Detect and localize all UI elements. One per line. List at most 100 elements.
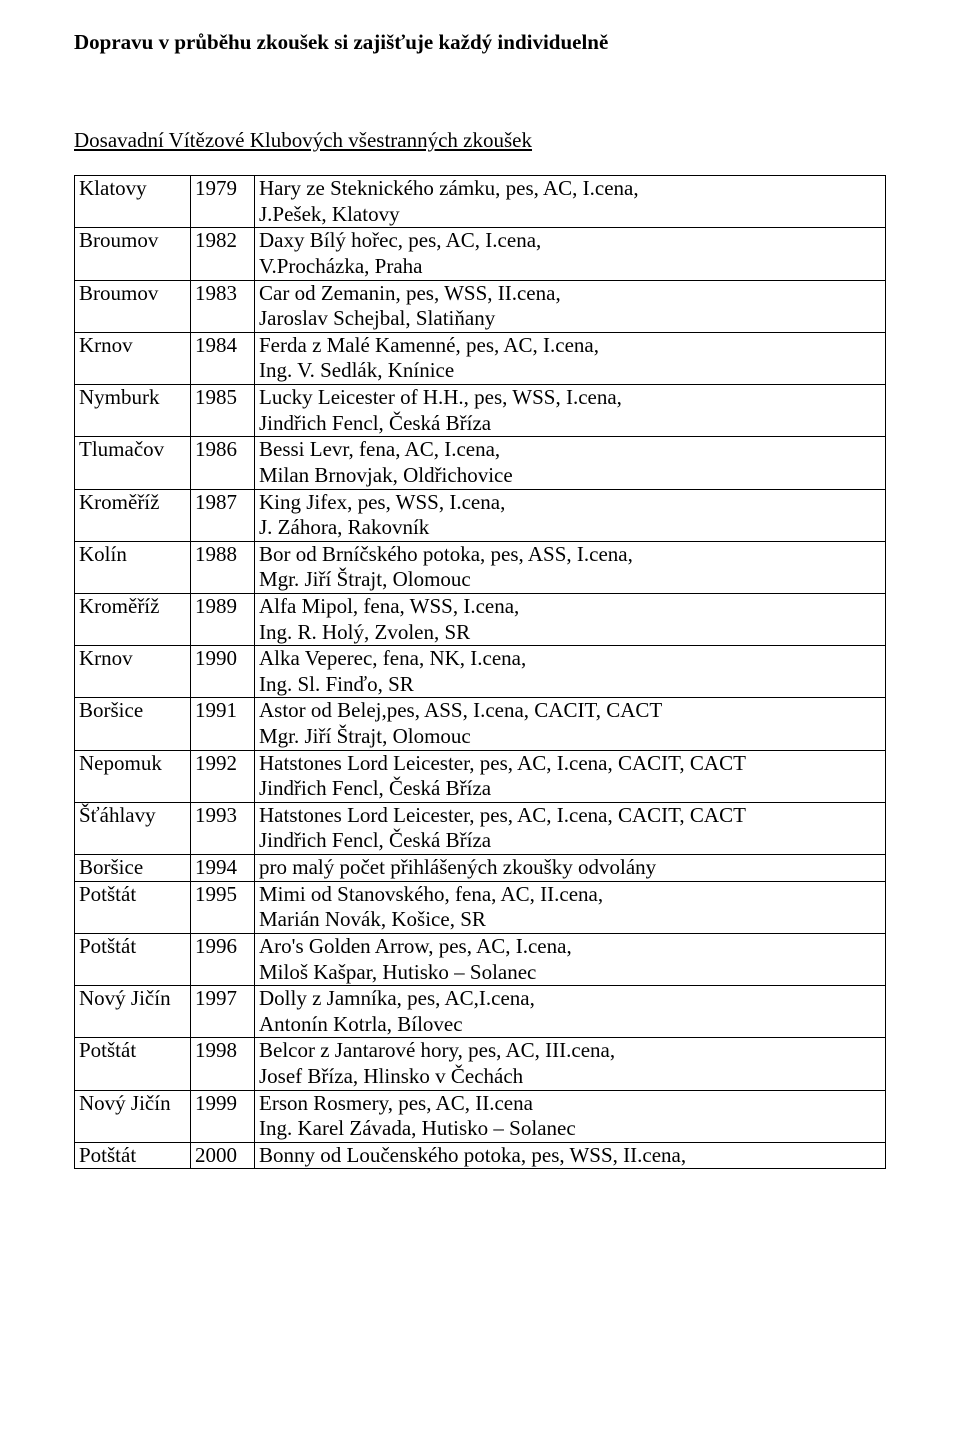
place-cell: Broumov	[75, 228, 191, 280]
table-row: Potštát1996Aro's Golden Arrow, pes, AC, …	[75, 933, 886, 985]
description-line-1: Astor od Belej,pes, ASS, I.cena, CACIT, …	[259, 698, 881, 724]
description-line-1: Bonny od Loučenského potoka, pes, WSS, I…	[259, 1143, 881, 1169]
description-line-1: Belcor z Jantarové hory, pes, AC, III.ce…	[259, 1038, 881, 1064]
place-cell: Boršice	[75, 855, 191, 882]
page-subheading: Dosavadní Vítězové Klubových všestrannýc…	[74, 128, 886, 154]
description-line-2: Antonín Kotrla, Bílovec	[259, 1012, 881, 1038]
place-cell: Krnov	[75, 646, 191, 698]
description-line-2: Marián Novák, Košice, SR	[259, 907, 881, 933]
year-cell: 1985	[191, 385, 255, 437]
description-line-1: Aro's Golden Arrow, pes, AC, I.cena,	[259, 934, 881, 960]
place-cell: Potštát	[75, 881, 191, 933]
winners-table: Klatovy1979Hary ze Steknického zámku, pe…	[74, 175, 886, 1169]
description-line-2: Ing. V. Sedlák, Knínice	[259, 358, 881, 384]
table-row: Šťáhlavy1993Hatstones Lord Leicester, pe…	[75, 802, 886, 854]
year-cell: 1993	[191, 802, 255, 854]
page-heading: Dopravu v průběhu zkoušek si zajišťuje k…	[74, 30, 886, 56]
description-line-2: J.Pešek, Klatovy	[259, 202, 881, 228]
description-line-1: Alka Veperec, fena, NK, I.cena,	[259, 646, 881, 672]
year-cell: 1997	[191, 986, 255, 1038]
table-row: Potštát1995Mimi od Stanovského, fena, AC…	[75, 881, 886, 933]
place-cell: Šťáhlavy	[75, 802, 191, 854]
table-row: Klatovy1979Hary ze Steknického zámku, pe…	[75, 176, 886, 228]
table-row: Potštát1998Belcor z Jantarové hory, pes,…	[75, 1038, 886, 1090]
description-cell: Mimi od Stanovského, fena, AC, II.cena,M…	[255, 881, 886, 933]
description-line-2: Miloš Kašpar, Hutisko – Solanec	[259, 960, 881, 986]
description-cell: Hary ze Steknického zámku, pes, AC, I.ce…	[255, 176, 886, 228]
year-cell: 1979	[191, 176, 255, 228]
description-cell: King Jifex, pes, WSS, I.cena,J. Záhora, …	[255, 489, 886, 541]
description-line-1: Hatstones Lord Leicester, pes, AC, I.cen…	[259, 751, 881, 777]
table-row: Potštát2000Bonny od Loučenského potoka, …	[75, 1142, 886, 1169]
place-cell: Broumov	[75, 280, 191, 332]
description-cell: Aro's Golden Arrow, pes, AC, I.cena,Milo…	[255, 933, 886, 985]
description-line-2: Mgr. Jiří Štrajt, Olomouc	[259, 724, 881, 750]
place-cell: Nymburk	[75, 385, 191, 437]
description-cell: Hatstones Lord Leicester, pes, AC, I.cen…	[255, 802, 886, 854]
description-line-2: Ing. Karel Závada, Hutisko – Solanec	[259, 1116, 881, 1142]
place-cell: Tlumačov	[75, 437, 191, 489]
description-line-1: Lucky Leicester of H.H., pes, WSS, I.cen…	[259, 385, 881, 411]
description-cell: Alka Veperec, fena, NK, I.cena,Ing. Sl. …	[255, 646, 886, 698]
year-cell: 1983	[191, 280, 255, 332]
table-row: Nový Jičín1999Erson Rosmery, pes, AC, II…	[75, 1090, 886, 1142]
year-cell: 1992	[191, 750, 255, 802]
description-line-1: King Jifex, pes, WSS, I.cena,	[259, 490, 881, 516]
year-cell: 1986	[191, 437, 255, 489]
description-cell: Dolly z Jamníka, pes, AC,I.cena,Antonín …	[255, 986, 886, 1038]
table-row: Broumov1982Daxy Bílý hořec, pes, AC, I.c…	[75, 228, 886, 280]
description-line-1: Hatstones Lord Leicester, pes, AC, I.cen…	[259, 803, 881, 829]
place-cell: Kroměříž	[75, 489, 191, 541]
year-cell: 1990	[191, 646, 255, 698]
description-line-2: Ing. R. Holý, Zvolen, SR	[259, 620, 881, 646]
year-cell: 1987	[191, 489, 255, 541]
table-row: Krnov1984Ferda z Malé Kamenné, pes, AC, …	[75, 332, 886, 384]
description-cell: Astor od Belej,pes, ASS, I.cena, CACIT, …	[255, 698, 886, 750]
description-line-1: Hary ze Steknického zámku, pes, AC, I.ce…	[259, 176, 881, 202]
table-row: Boršice1991Astor od Belej,pes, ASS, I.ce…	[75, 698, 886, 750]
year-cell: 1988	[191, 541, 255, 593]
description-line-1: Mimi od Stanovského, fena, AC, II.cena,	[259, 882, 881, 908]
description-line-1: Ferda z Malé Kamenné, pes, AC, I.cena,	[259, 333, 881, 359]
description-cell: Bonny od Loučenského potoka, pes, WSS, I…	[255, 1142, 886, 1169]
description-line-2: Ing. Sl. Finďo, SR	[259, 672, 881, 698]
place-cell: Nový Jičín	[75, 1090, 191, 1142]
description-cell: Hatstones Lord Leicester, pes, AC, I.cen…	[255, 750, 886, 802]
description-line-1: Bessi Levr, fena, AC, I.cena,	[259, 437, 881, 463]
description-line-2: Jindřich Fencl, Česká Bříza	[259, 828, 881, 854]
year-cell: 1994	[191, 855, 255, 882]
table-row: Kroměříž1989Alfa Mipol, fena, WSS, I.cen…	[75, 593, 886, 645]
year-cell: 1984	[191, 332, 255, 384]
table-row: Nový Jičín1997Dolly z Jamníka, pes, AC,I…	[75, 986, 886, 1038]
year-cell: 1989	[191, 593, 255, 645]
table-row: Nepomuk1992Hatstones Lord Leicester, pes…	[75, 750, 886, 802]
table-row: Kroměříž1987King Jifex, pes, WSS, I.cena…	[75, 489, 886, 541]
description-cell: pro malý počet přihlášených zkoušky odvo…	[255, 855, 886, 882]
place-cell: Kroměříž	[75, 593, 191, 645]
description-line-1: Dolly z Jamníka, pes, AC,I.cena,	[259, 986, 881, 1012]
description-cell: Car od Zemanin, pes, WSS, II.cena,Jarosl…	[255, 280, 886, 332]
table-row: Nymburk1985Lucky Leicester of H.H., pes,…	[75, 385, 886, 437]
table-row: Broumov1983Car od Zemanin, pes, WSS, II.…	[75, 280, 886, 332]
description-cell: Lucky Leicester of H.H., pes, WSS, I.cen…	[255, 385, 886, 437]
place-cell: Klatovy	[75, 176, 191, 228]
year-cell: 1998	[191, 1038, 255, 1090]
place-cell: Potštát	[75, 1038, 191, 1090]
place-cell: Boršice	[75, 698, 191, 750]
table-row: Tlumačov1986Bessi Levr, fena, AC, I.cena…	[75, 437, 886, 489]
description-line-2: Josef Bříza, Hlinsko v Čechách	[259, 1064, 881, 1090]
description-cell: Daxy Bílý hořec, pes, AC, I.cena,V.Proch…	[255, 228, 886, 280]
description-line-2: Jaroslav Schejbal, Slatiňany	[259, 306, 881, 332]
year-cell: 1999	[191, 1090, 255, 1142]
year-cell: 2000	[191, 1142, 255, 1169]
place-cell: Potštát	[75, 933, 191, 985]
place-cell: Kolín	[75, 541, 191, 593]
description-line-2: Milan Brnovjak, Oldřichovice	[259, 463, 881, 489]
description-cell: Bor od Brníčského potoka, pes, ASS, I.ce…	[255, 541, 886, 593]
place-cell: Nový Jičín	[75, 986, 191, 1038]
year-cell: 1982	[191, 228, 255, 280]
description-line-1: Alfa Mipol, fena, WSS, I.cena,	[259, 594, 881, 620]
place-cell: Krnov	[75, 332, 191, 384]
description-cell: Erson Rosmery, pes, AC, II.cenaIng. Kare…	[255, 1090, 886, 1142]
description-line-2: Mgr. Jiří Štrajt, Olomouc	[259, 567, 881, 593]
